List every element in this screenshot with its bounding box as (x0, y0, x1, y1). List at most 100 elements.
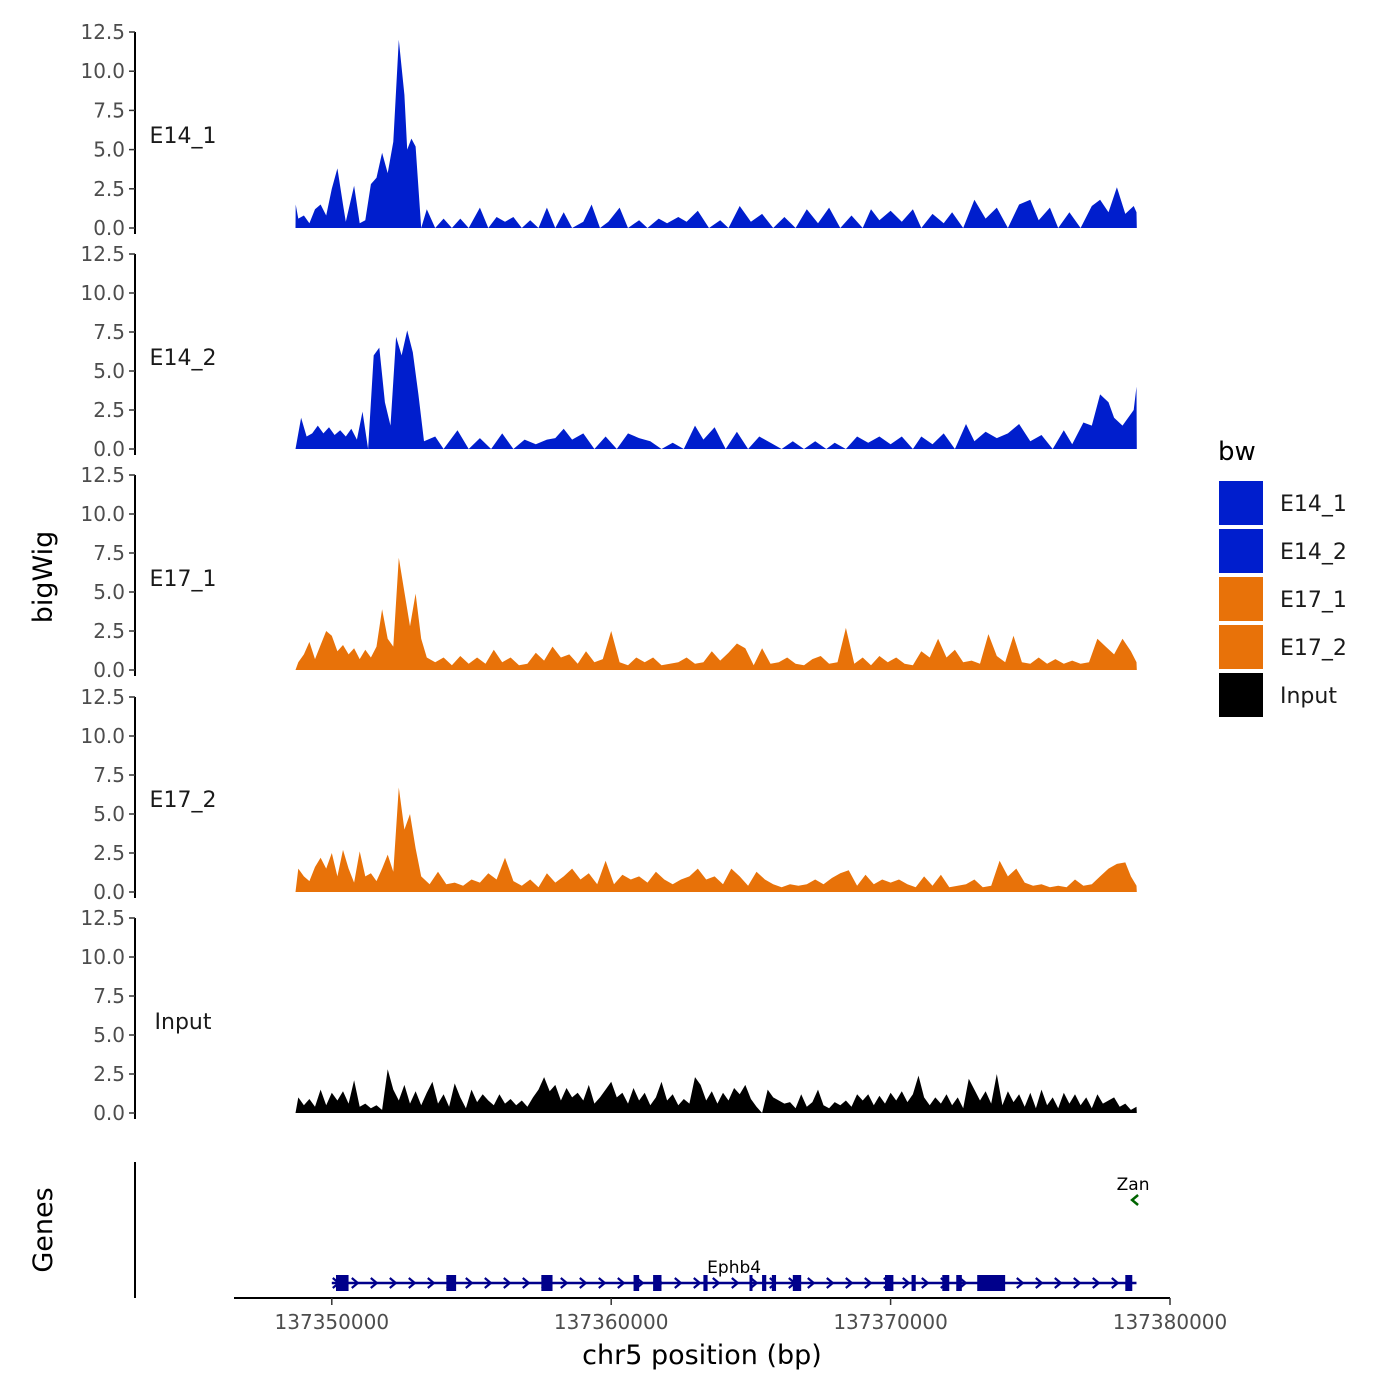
strand-arrow (484, 1277, 493, 1289)
strand-arrow (1035, 1277, 1044, 1289)
strand-arrow (560, 1277, 569, 1289)
y-tick-label: 5.0 (93, 580, 125, 604)
track-label: E17_1 (150, 567, 217, 592)
exon (956, 1275, 962, 1291)
exon (335, 1275, 349, 1291)
y-tick-label: 0.0 (93, 1101, 125, 1125)
legend-swatch (1217, 527, 1265, 575)
y-tick-label: 2.5 (93, 398, 125, 422)
y-tick-label: 7.5 (93, 541, 125, 565)
legend-title: bw (1218, 437, 1256, 467)
exon (633, 1275, 640, 1291)
x-axis-title: chr5 position (bp) (582, 1340, 822, 1371)
exon (771, 1275, 777, 1291)
exon (885, 1275, 894, 1291)
legend-item: E17_2 (1217, 623, 1347, 671)
y-tick-label: 0.0 (93, 437, 125, 461)
y-tick-label: 7.5 (93, 98, 125, 122)
strand-arrow (826, 1277, 835, 1289)
y-tick-label: 10.0 (80, 59, 125, 83)
y-tick-label: 2.5 (93, 177, 125, 201)
gene-zan: Zan (1117, 1175, 1150, 1206)
y-tick-label: 0.0 (93, 658, 125, 682)
legend-swatch (1217, 671, 1265, 719)
strand-arrow (1130, 1194, 1139, 1206)
strand-arrow (1016, 1277, 1025, 1289)
strand-arrow (389, 1277, 398, 1289)
strand-arrow (427, 1277, 436, 1289)
x-axis: chr5 position (bp) 137350000 137360000 137… (234, 1297, 1228, 1371)
gene-ephb4: Ephb4 (331, 1258, 1137, 1291)
y-tick-label: 10.0 (80, 945, 125, 969)
strand-arrow (503, 1277, 512, 1289)
exon (792, 1275, 802, 1291)
y-tick-label: 10.0 (80, 502, 125, 526)
exon (446, 1275, 457, 1291)
strand-arrow (674, 1277, 683, 1289)
genes-track: Genes Ephb4 Zan (28, 1162, 1149, 1298)
track-e17-1: 0.0 2.5 5.0 7.5 10.0 12.5 E17_1 (80, 463, 1137, 682)
x-tick-label: 137380000 (1113, 1310, 1228, 1334)
strand-arrow (845, 1277, 854, 1289)
x-tick-label: 137360000 (554, 1310, 669, 1334)
signal-area (295, 330, 1137, 449)
strand-arrow (1111, 1277, 1120, 1289)
x-tick-label: 137350000 (275, 1310, 390, 1334)
gene-label: Ephb4 (707, 1258, 761, 1278)
track-label: E14_1 (150, 124, 217, 149)
y-tick-label: 7.5 (93, 984, 125, 1008)
strand-arrow (1092, 1277, 1101, 1289)
strand-arrow (351, 1277, 360, 1289)
exon (541, 1275, 553, 1291)
strand-arrow (370, 1277, 379, 1289)
y-tick-label: 12.5 (80, 242, 125, 266)
legend-swatch (1217, 479, 1265, 527)
exon (942, 1275, 950, 1291)
strand-arrow (598, 1277, 607, 1289)
strand-arrow (693, 1277, 702, 1289)
strand-arrow (1073, 1277, 1082, 1289)
strand-arrow (807, 1277, 816, 1289)
legend-label: E14_1 (1280, 492, 1347, 517)
exon (749, 1275, 753, 1291)
y-tick-label: 5.0 (93, 138, 125, 162)
exon (762, 1275, 767, 1291)
y-tick-label: 12.5 (80, 463, 125, 487)
legend-label: E14_2 (1280, 540, 1347, 565)
y-tick-label: 2.5 (93, 1062, 125, 1086)
y-tick-label: 5.0 (93, 1023, 125, 1047)
signal-area (295, 557, 1137, 670)
exon (1125, 1275, 1133, 1291)
signal-area (295, 1069, 1137, 1113)
y-tick-label: 12.5 (80, 685, 125, 709)
strand-arrow (750, 1277, 759, 1289)
exon (653, 1275, 662, 1291)
y-tick-label: 5.0 (93, 802, 125, 826)
track-e17-2: 0.0 2.5 5.0 7.5 10.0 12.5 E17_2 (80, 685, 1137, 904)
strand-arrow (408, 1277, 417, 1289)
track-label: Input (155, 1010, 212, 1035)
track-label: E14_2 (150, 346, 217, 371)
x-tick-label: 137370000 (833, 1310, 948, 1334)
track-label: E17_2 (150, 788, 217, 813)
strand-arrow (465, 1277, 474, 1289)
y-tick-label: 0.0 (93, 216, 125, 240)
strand-arrow (921, 1277, 930, 1289)
y-tick-label: 7.5 (93, 320, 125, 344)
strand-arrow (731, 1277, 740, 1289)
exon (703, 1275, 708, 1291)
legend-swatch (1217, 623, 1265, 671)
y-tick-label: 12.5 (80, 20, 125, 44)
legend-item: Input (1217, 671, 1337, 719)
gene-label: Zan (1117, 1175, 1150, 1195)
strand-arrow (712, 1277, 721, 1289)
y-tick-label: 2.5 (93, 619, 125, 643)
y-tick-label: 0.0 (93, 880, 125, 904)
y-tick-label: 2.5 (93, 841, 125, 865)
strand-arrow (617, 1277, 626, 1289)
strand-arrow (902, 1277, 911, 1289)
legend-item: E14_1 (1217, 479, 1347, 527)
strand-arrow (522, 1277, 531, 1289)
legend-item: E14_2 (1217, 527, 1347, 575)
